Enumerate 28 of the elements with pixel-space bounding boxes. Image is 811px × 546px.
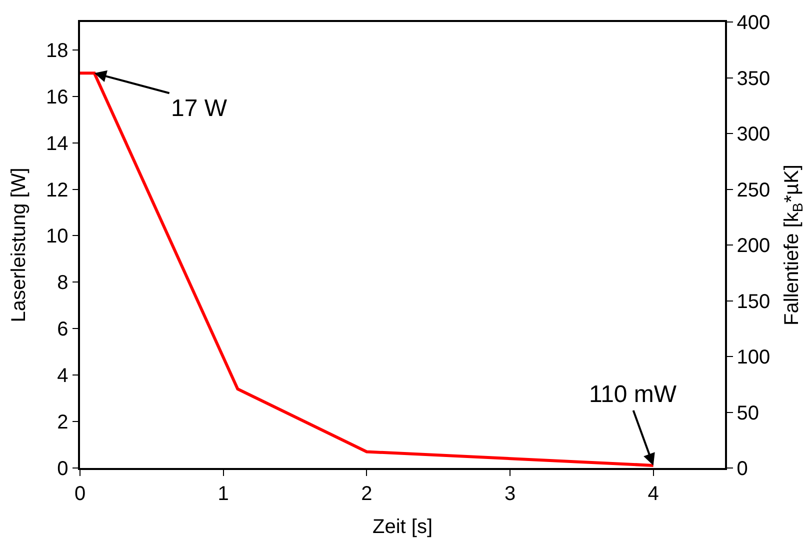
y2-tick-label: 400: [736, 12, 770, 34]
annotation: 17 W: [171, 95, 228, 122]
y-tick-label: 2: [57, 412, 68, 434]
annotation: 110 mW: [589, 381, 677, 408]
y-axis-title: Laserleistung [W]: [8, 168, 30, 322]
y-tick-label: 10: [46, 226, 68, 248]
x-tick-label: 1: [218, 482, 229, 505]
y-tick-label: 18: [46, 40, 68, 62]
y-tick-label: 8: [57, 272, 68, 294]
y2-tick-label: 0: [736, 458, 748, 480]
y-tick-label: 6: [57, 318, 68, 341]
y-tick-label: 16: [46, 86, 68, 108]
y2-tick-label: 350: [736, 68, 770, 90]
x-tick-label: 2: [361, 482, 372, 505]
x-tick-label: 3: [504, 482, 516, 505]
y2-tick-label: 250: [736, 179, 770, 202]
y-tick-label: 14: [46, 132, 68, 155]
x-axis-title: Zeit [s]: [372, 516, 433, 538]
y2-tick-label: 200: [736, 235, 770, 257]
y2-tick-label: 300: [736, 124, 770, 146]
y2-tick-label: 100: [736, 346, 770, 368]
y2-tick-label: 50: [736, 402, 759, 424]
x-tick-label: 0: [74, 482, 86, 505]
y-tick-label: 12: [46, 179, 68, 202]
y-tick-label: 4: [57, 365, 68, 388]
x-tick-label: 4: [648, 482, 659, 505]
y2-tick-label: 150: [736, 290, 770, 313]
y-tick-label: 0: [57, 458, 68, 480]
